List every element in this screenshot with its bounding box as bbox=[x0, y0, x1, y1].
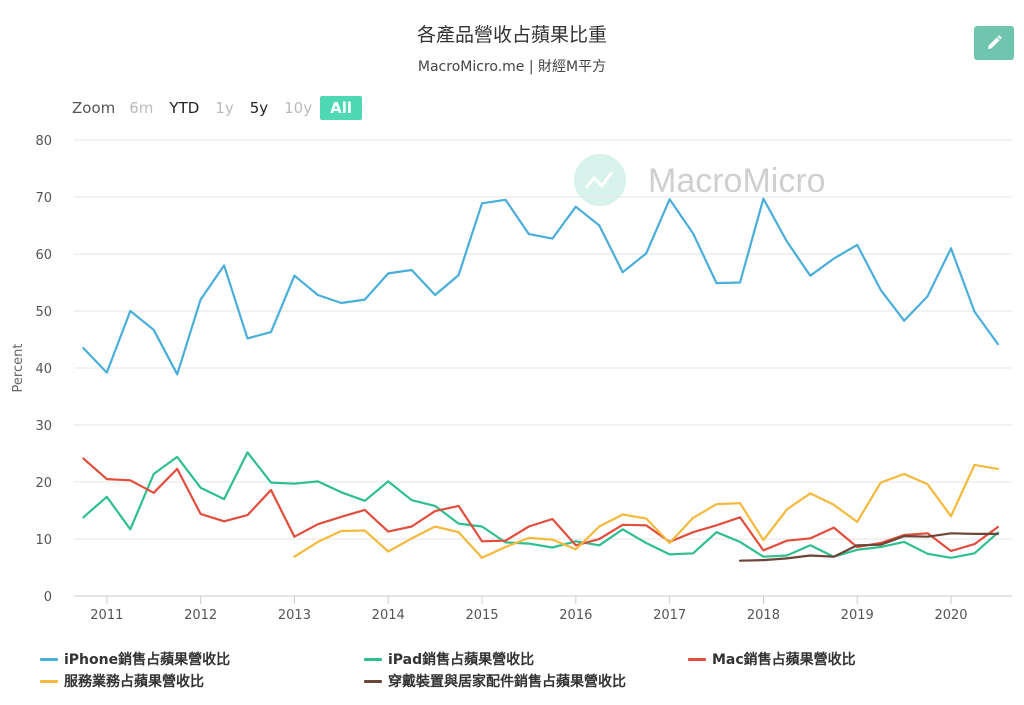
legend-swatch bbox=[364, 679, 382, 683]
legend-swatch bbox=[364, 657, 382, 661]
zoom-6m-button[interactable]: 6m bbox=[129, 99, 154, 117]
x-tick-label: 2016 bbox=[559, 608, 592, 623]
series-line-2[interactable] bbox=[82, 457, 1000, 553]
legend-item-services[interactable]: 服務業務占蘋果營收比 bbox=[40, 671, 204, 691]
watermark-logo-line bbox=[584, 171, 614, 189]
y-tick-label: 60 bbox=[35, 248, 52, 263]
series-line-4[interactable] bbox=[738, 532, 1000, 562]
y-tick-label: 50 bbox=[35, 305, 52, 320]
x-tick-label: 2017 bbox=[653, 608, 686, 623]
legend-swatch bbox=[40, 679, 58, 683]
legend-label: 服務業務占蘋果營收比 bbox=[64, 674, 204, 690]
x-tick-label: 2020 bbox=[934, 608, 967, 623]
x-tick-label: 2014 bbox=[372, 608, 405, 623]
legend-label: iPad銷售占蘋果營收比 bbox=[388, 652, 535, 668]
watermark: MacroMicro bbox=[574, 154, 826, 206]
legend-swatch bbox=[40, 657, 58, 661]
zoom-all-button[interactable]: All bbox=[320, 96, 363, 120]
y-tick-label: 70 bbox=[35, 191, 52, 206]
x-tick-label: 2019 bbox=[841, 608, 874, 623]
legend: iPhone銷售占蘋果營收比 iPad銷售占蘋果營收比 Mac銷售占蘋果營收比 … bbox=[0, 645, 1024, 695]
x-tick-label: 2013 bbox=[278, 608, 311, 623]
y-tick-label: 10 bbox=[35, 533, 52, 548]
x-tick-label: 2015 bbox=[465, 608, 498, 623]
y-tick-label: 80 bbox=[35, 134, 52, 149]
zoom-1y-button[interactable]: 1y bbox=[215, 99, 234, 117]
zoom-ytd-button[interactable]: YTD bbox=[169, 99, 200, 117]
legend-swatch bbox=[688, 657, 706, 661]
zoom-selector: Zoom 6m YTD 1y 5y 10y All bbox=[72, 94, 363, 122]
x-tick-label: 2012 bbox=[184, 608, 217, 623]
legend-item-wearables[interactable]: 穿戴裝置與居家配件銷售占蘋果營收比 bbox=[364, 671, 626, 691]
x-tick-label: 2011 bbox=[90, 608, 123, 623]
y-tick-label: 40 bbox=[35, 362, 52, 377]
legend-label: iPhone銷售占蘋果營收比 bbox=[64, 652, 231, 668]
legend-label: Mac銷售占蘋果營收比 bbox=[712, 652, 856, 668]
zoom-10y-button[interactable]: 10y bbox=[284, 99, 313, 117]
chart-title: 各產品營收占蘋果比重 bbox=[416, 24, 607, 46]
x-tick-label: 2018 bbox=[747, 608, 780, 623]
pencil-icon bbox=[988, 35, 1002, 49]
edit-button[interactable] bbox=[974, 26, 1014, 60]
legend-item-iphone[interactable]: iPhone銷售占蘋果營收比 bbox=[40, 649, 230, 669]
y-tick-label: 20 bbox=[35, 476, 52, 491]
macromicro-logo-icon bbox=[574, 154, 626, 206]
series-line-1[interactable] bbox=[82, 451, 1000, 559]
series-line-0[interactable] bbox=[82, 197, 1000, 376]
legend-item-ipad[interactable]: iPad銷售占蘋果營收比 bbox=[364, 649, 534, 669]
line-chart: MacroMicro 0 10 20 30 40 50 60 70 80 2011 2012 2013… bbox=[11, 134, 1012, 623]
watermark-text: MacroMicro bbox=[648, 162, 826, 200]
series-line-3[interactable] bbox=[293, 463, 1000, 559]
chart-subtitle: MacroMicro.me | 財經M平方 bbox=[417, 59, 607, 75]
legend-item-mac[interactable]: Mac銷售占蘋果營收比 bbox=[688, 649, 856, 669]
y-tick-label: 30 bbox=[35, 419, 52, 434]
legend-label: 穿戴裝置與居家配件銷售占蘋果營收比 bbox=[388, 674, 626, 690]
zoom-5y-button[interactable]: 5y bbox=[249, 99, 269, 117]
y-tick-label: 0 bbox=[44, 590, 52, 605]
y-axis-label: Percent bbox=[11, 344, 26, 393]
zoom-label: Zoom bbox=[72, 99, 116, 117]
